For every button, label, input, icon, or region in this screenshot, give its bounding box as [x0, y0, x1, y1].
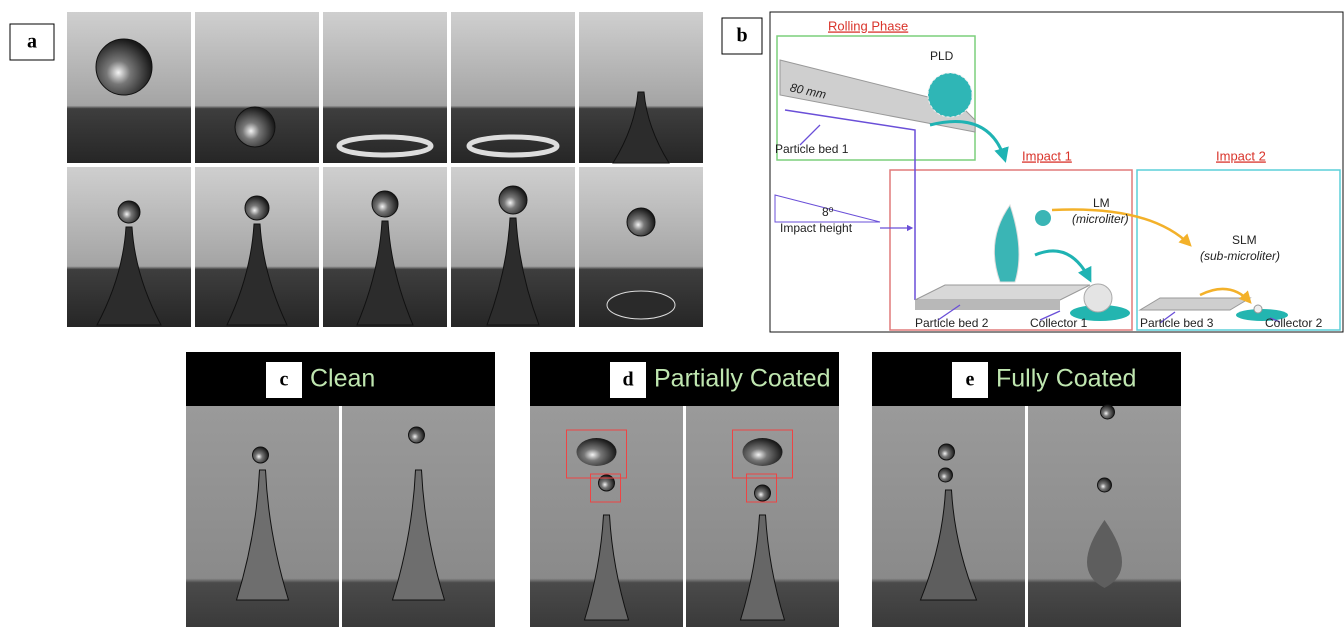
panel-label: a — [27, 31, 37, 53]
panel-label: e — [966, 369, 975, 391]
droplet — [253, 447, 269, 463]
zoomed-drop — [743, 438, 783, 466]
zoomed-drop — [577, 438, 617, 466]
droplet — [939, 444, 955, 460]
diagram-label: LM — [1093, 196, 1110, 210]
droplet — [939, 468, 953, 482]
diagram-label: Collector 2 — [1265, 316, 1323, 330]
diagram-label: 8⁰ — [822, 205, 834, 219]
panel-label: b — [736, 25, 747, 47]
figure: a b Rolling Phase PLD 80 mm Particle bed… — [0, 0, 1344, 627]
drop — [1035, 210, 1051, 226]
droplet — [627, 208, 655, 236]
schematic: Rolling Phase PLD 80 mm Particle bed 1 I… — [770, 12, 1343, 332]
photo-grid — [67, 12, 703, 327]
droplet — [755, 485, 771, 501]
panel-title: Clean — [310, 365, 375, 393]
diagram-label: Impact 1 — [1022, 148, 1072, 163]
diagram-label: Impact height — [780, 221, 853, 235]
photo — [451, 12, 575, 163]
diagram-label: (microliter) — [1072, 212, 1129, 226]
droplet — [118, 201, 140, 223]
pld-drop — [928, 73, 972, 117]
panel-label: c — [280, 369, 289, 391]
diagram-label: Rolling Phase — [828, 18, 908, 33]
panel-title: Partially Coated — [654, 365, 830, 393]
bottom-panels: c Clean d Partially Coated e Fully Coated — [186, 352, 1181, 627]
diagram-label: (sub-microliter) — [1200, 249, 1280, 263]
diagram-label: Particle bed 2 — [915, 316, 989, 330]
droplet — [499, 186, 527, 214]
droplet — [245, 196, 269, 220]
diagram-label: Impact 2 — [1216, 148, 1266, 163]
droplet — [96, 39, 152, 95]
lm — [1084, 284, 1112, 312]
droplet — [409, 427, 425, 443]
diagram-label: Particle bed 1 — [775, 142, 849, 156]
bed-3 — [1140, 298, 1250, 310]
diagram-label: Collector 1 — [1030, 316, 1088, 330]
slm — [1254, 305, 1262, 313]
droplet — [1098, 478, 1112, 492]
droplet — [599, 475, 615, 491]
droplet — [372, 191, 398, 217]
droplet — [235, 107, 275, 147]
diagram-label: Particle bed 3 — [1140, 316, 1214, 330]
bed-2-side — [915, 300, 1060, 310]
panel-label: d — [622, 369, 633, 391]
diagram-label: PLD — [930, 49, 954, 63]
frame — [770, 12, 1343, 332]
droplet — [1101, 405, 1115, 419]
diagram-label: SLM — [1232, 233, 1257, 247]
bed-2 — [915, 285, 1090, 300]
puddle — [607, 291, 675, 319]
photo — [1028, 406, 1181, 627]
panel-title: Fully Coated — [996, 365, 1136, 393]
